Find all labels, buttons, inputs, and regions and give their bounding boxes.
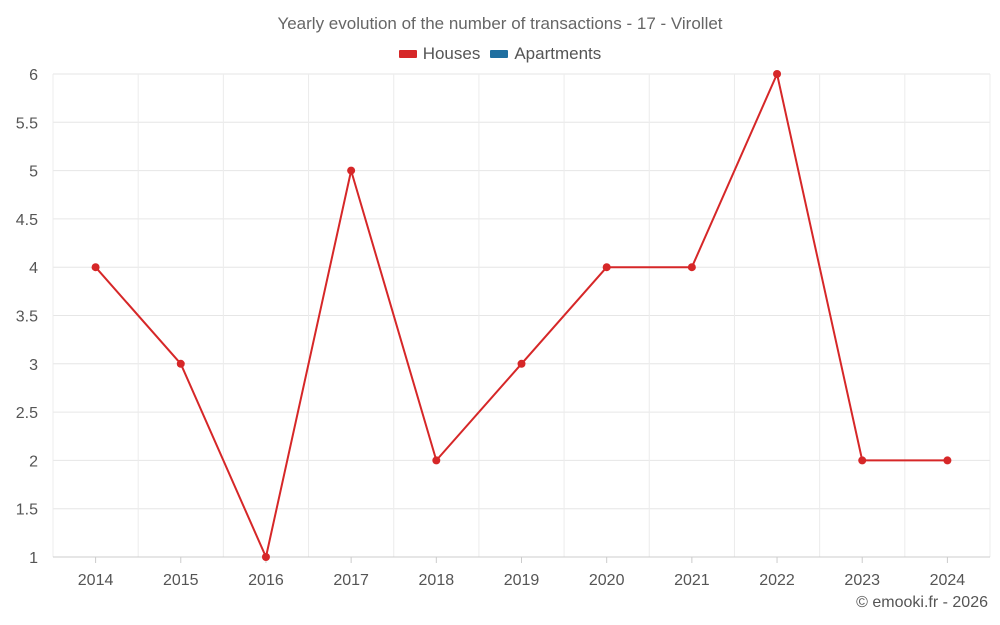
- legend-item-apartments[interactable]: Apartments: [490, 44, 601, 64]
- axis-layer: 1 1.5 2 2.5 3 3.5 4 4.5 5 5.5 6 2014 2015 2016 2017 201…: [16, 67, 990, 589]
- y-tick-label: 3.5: [16, 309, 38, 326]
- grid-layer: [52, 73, 991, 558]
- x-tick-label: 2022: [759, 572, 795, 589]
- y-tick-label: 5.5: [16, 115, 38, 132]
- data-point-houses[interactable]: [517, 359, 526, 368]
- legend-label-houses: Houses: [422, 44, 481, 63]
- legend-swatch-houses: [398, 50, 417, 58]
- y-tick-label: 5: [29, 164, 38, 181]
- x-tick-label: 2020: [589, 572, 625, 589]
- data-point-houses[interactable]: [687, 263, 696, 272]
- y-tick-label: 2.5: [16, 405, 38, 422]
- data-point-houses[interactable]: [602, 263, 611, 272]
- x-tick-label: 2015: [163, 572, 199, 589]
- data-point-houses[interactable]: [773, 70, 782, 78]
- legend-item-houses[interactable]: Houses: [398, 44, 481, 64]
- x-tick-label: 2021: [674, 572, 710, 589]
- y-tick-label: 4.5: [16, 212, 38, 229]
- y-tick-label: 1.5: [16, 502, 38, 519]
- legend-swatch-apartments: [490, 50, 509, 58]
- y-tick-label: 4: [29, 260, 38, 277]
- x-tick-label: 2017: [333, 572, 369, 589]
- data-point-houses[interactable]: [176, 359, 185, 368]
- x-tick-label: 2023: [844, 572, 880, 589]
- x-tick-label: 2019: [504, 572, 540, 589]
- x-tick-label: 2014: [78, 572, 114, 589]
- data-point-houses[interactable]: [261, 553, 270, 561]
- data-point-houses[interactable]: [858, 456, 867, 465]
- data-point-houses[interactable]: [432, 456, 441, 465]
- series-layer: [91, 70, 952, 561]
- y-tick-label: 1: [29, 550, 38, 567]
- chart-title: Yearly evolution of the number of transa…: [277, 14, 723, 33]
- data-point-houses[interactable]: [347, 166, 356, 175]
- data-point-houses[interactable]: [91, 263, 100, 272]
- x-tick-label: 2016: [248, 572, 284, 589]
- chart-legend: Houses Apartments: [0, 44, 1000, 64]
- y-tick-label: 2: [29, 453, 38, 470]
- legend-label-apartments: Apartments: [514, 44, 602, 63]
- credit-text: © emooki.fr - 2026: [856, 594, 988, 611]
- x-tick-label: 2024: [930, 572, 966, 589]
- y-tick-label: 6: [29, 67, 38, 84]
- x-tick-label: 2018: [419, 572, 455, 589]
- data-point-houses[interactable]: [943, 456, 952, 465]
- y-tick-label: 3: [29, 357, 38, 374]
